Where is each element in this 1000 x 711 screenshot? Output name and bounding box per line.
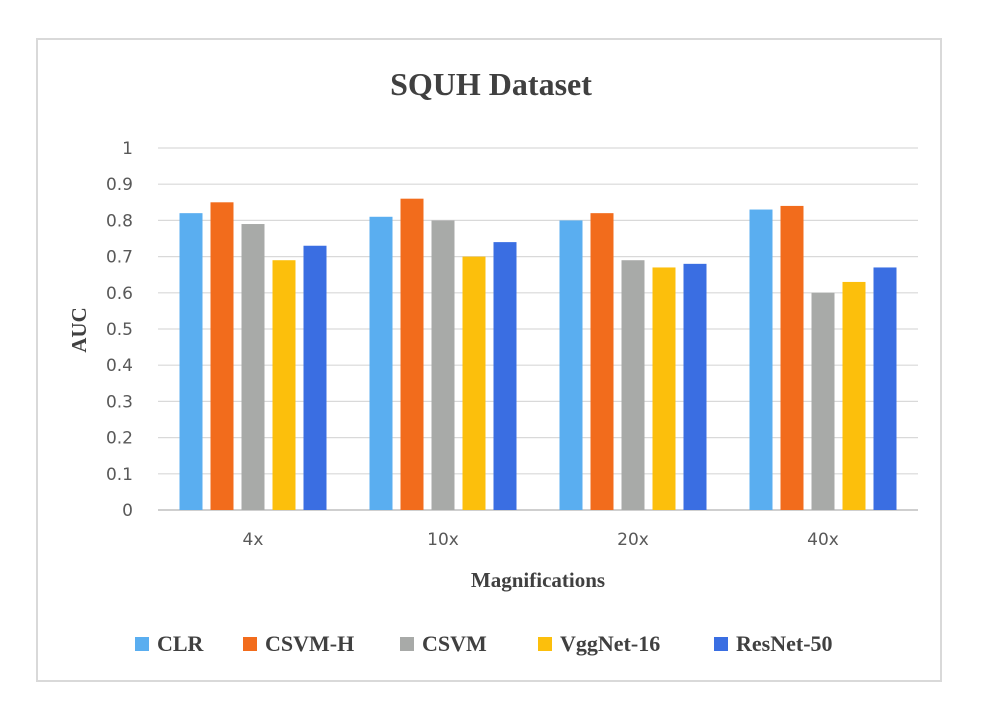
x-tick-labels: 4x 10x 20x 40x <box>243 530 839 550</box>
y-tick-label: 0.3 <box>106 392 133 412</box>
x-tick-label: 20x <box>617 530 649 550</box>
bar-vggnet-16-10x <box>462 256 486 510</box>
bar-vggnet-16-40x <box>842 281 866 510</box>
y-tick-label: 0.5 <box>106 320 133 340</box>
y-axis-title: AUC <box>67 307 91 353</box>
chart-svg: SQUH Dataset AUC Magnifications 00.10.20… <box>67 66 918 656</box>
x-axis-title: Magnifications <box>471 568 605 592</box>
bar-clr-40x <box>749 209 773 511</box>
legend-swatch-clr <box>135 637 149 651</box>
chart-title: SQUH Dataset <box>390 66 592 102</box>
y-tick-label: 0.9 <box>106 175 133 195</box>
y-tick-label: 0.2 <box>106 429 133 449</box>
bar-csvm-20x <box>621 260 645 510</box>
gridlines <box>158 147 918 511</box>
bar-resnet-50-40x <box>873 267 897 510</box>
bar-vggnet-16-4x <box>272 260 296 510</box>
x-tick-label: 4x <box>243 530 264 550</box>
y-tick-label: 0.7 <box>106 248 133 268</box>
legend: CLR CSVM-H CSVM VggNet-16 ResNet-50 <box>135 631 833 656</box>
bars <box>179 198 897 511</box>
bar-clr-10x <box>369 216 393 510</box>
bar-csvm-h-4x <box>210 202 234 511</box>
y-tick-labels: 0 0.1 0.2 0.3 0.4 0.5 0.6 0.7 0.8 0.9 1 <box>106 139 133 521</box>
y-tick-label: 0.1 <box>106 465 133 485</box>
y-tick-label: 0 <box>122 501 133 521</box>
legend-swatch-resnet-50 <box>714 637 728 651</box>
legend-label: CSVM-H <box>265 631 354 656</box>
bar-csvm-10x <box>431 220 455 510</box>
legend-swatch-csvm <box>400 637 414 651</box>
chart-frame: SQUH Dataset AUC Magnifications 0 0.1 0.2 0… <box>36 38 942 682</box>
bar-csvm-h-10x <box>400 198 424 510</box>
bar-csvm-4x <box>241 224 265 510</box>
y-tick-label: 0.8 <box>106 211 133 231</box>
legend-swatch-vggnet-16 <box>538 637 552 651</box>
legend-label: CSVM <box>422 631 487 656</box>
bar-csvm-h-20x <box>590 213 614 510</box>
y-tick-label: 0.4 <box>106 356 133 376</box>
legend-label: VggNet-16 <box>560 631 660 656</box>
legend-label: ResNet-50 <box>736 631 833 656</box>
bar-vggnet-16-20x <box>652 267 676 510</box>
y-tick-label: 0.6 <box>106 284 133 304</box>
bar-resnet-50-10x <box>493 242 517 510</box>
legend-label: CLR <box>157 631 205 656</box>
bar-csvm-40x <box>811 292 835 510</box>
bar-csvm-h-40x <box>780 205 804 511</box>
y-tick-label: 1 <box>122 139 133 159</box>
bar-clr-4x <box>179 213 203 510</box>
legend-swatch-csvm-h <box>243 637 257 651</box>
x-tick-label: 40x <box>807 530 839 550</box>
x-tick-label: 10x <box>427 530 459 550</box>
bar-resnet-50-20x <box>683 263 707 510</box>
bar-clr-20x <box>559 220 583 510</box>
bar-resnet-50-4x <box>303 245 327 511</box>
